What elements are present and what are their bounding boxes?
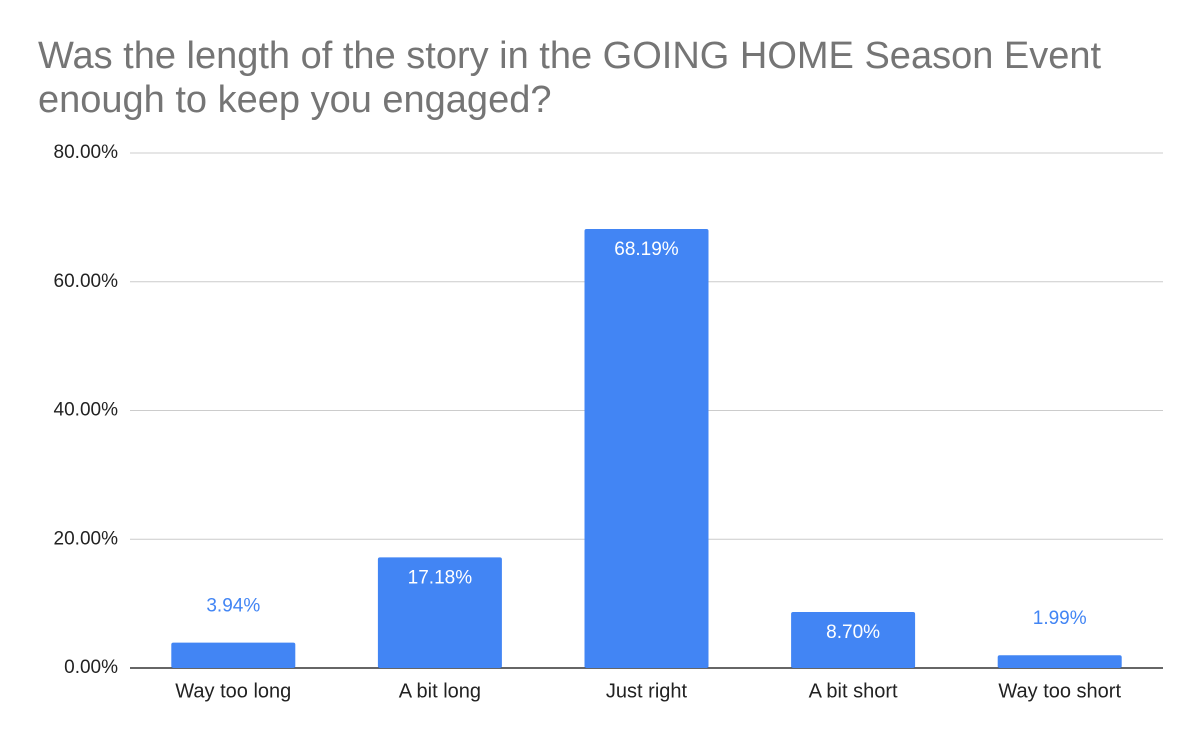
data-label: 8.70%: [826, 622, 880, 643]
x-tick-label: Way too long: [175, 680, 291, 702]
bar: [791, 611, 916, 668]
data-label: 1.99%: [1033, 608, 1087, 629]
bar: [171, 642, 296, 668]
y-tick-label: 60.00%: [54, 271, 119, 292]
data-label: 3.94%: [206, 596, 260, 617]
chart-title: Was the length of the story in the GOING…: [38, 35, 1102, 121]
data-label: 68.19%: [614, 239, 679, 260]
bar: [997, 655, 1122, 668]
data-label: 17.18%: [408, 567, 473, 588]
x-tick-label: Just right: [606, 680, 688, 702]
x-tick-label: Way too short: [998, 680, 1121, 702]
y-tick-label: 80.00%: [54, 142, 119, 163]
y-tick-label: 20.00%: [54, 528, 119, 549]
x-tick-label: A bit short: [809, 680, 898, 702]
bar: [377, 557, 502, 668]
y-tick-label: 0.00%: [64, 657, 118, 678]
y-tick-label: 40.00%: [54, 400, 119, 421]
bar: [584, 229, 709, 669]
x-tick-label: A bit long: [399, 680, 481, 702]
